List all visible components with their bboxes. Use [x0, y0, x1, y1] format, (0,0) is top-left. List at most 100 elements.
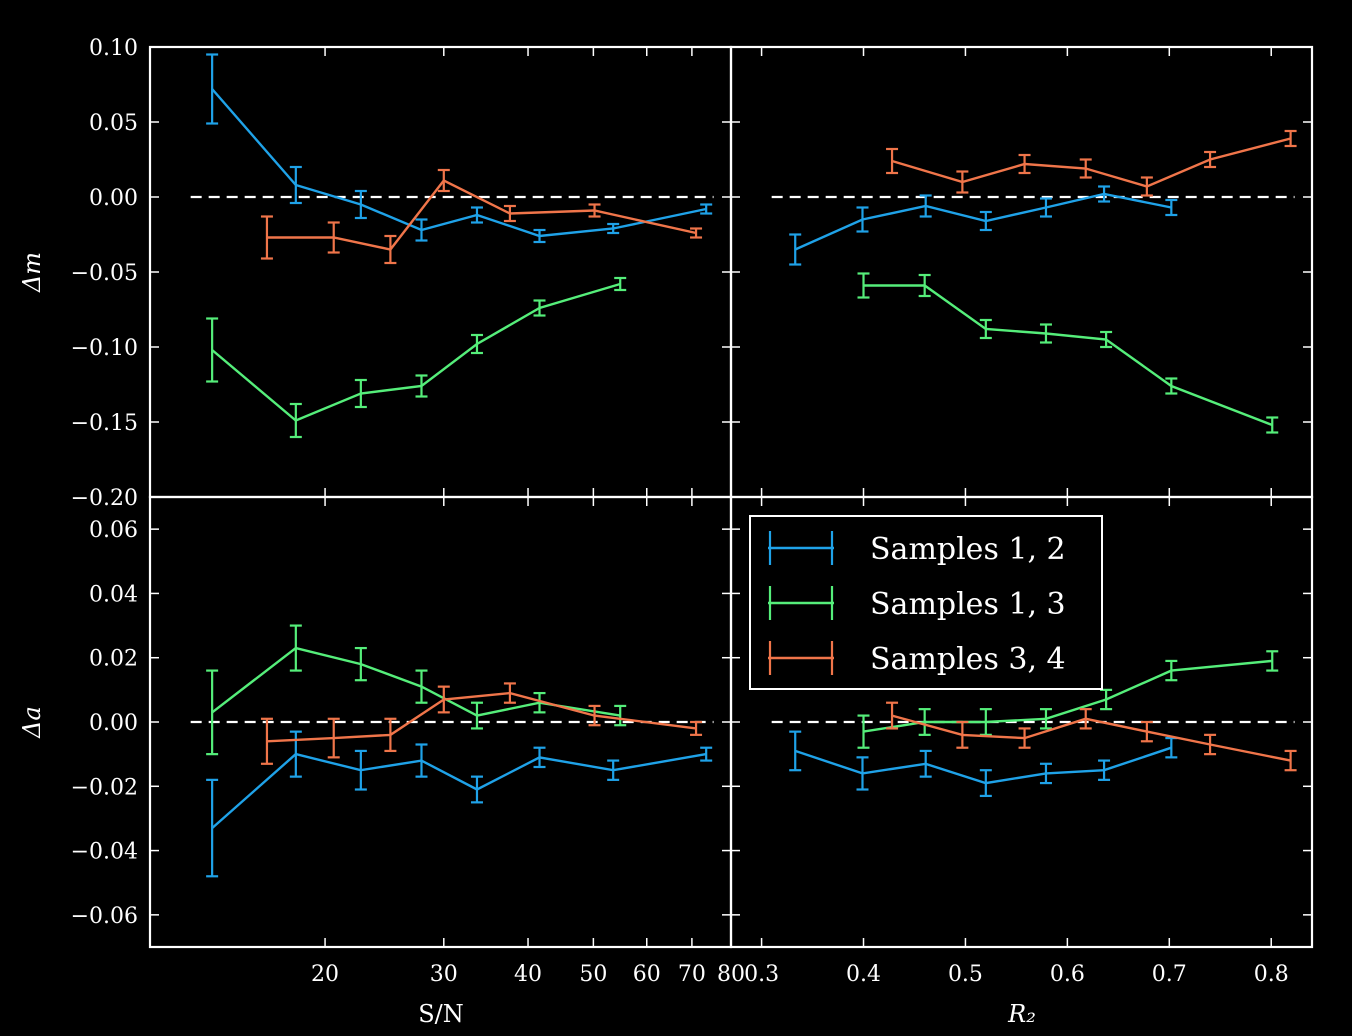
y-tick-label: 0.00: [89, 711, 138, 736]
y-tick-label: 0.00: [89, 186, 138, 211]
error-bar-point: [1165, 198, 1178, 217]
x-tick-label: 30: [430, 962, 458, 987]
error-bar-point: [260, 717, 273, 765]
error-bar-point: [789, 730, 802, 772]
x-axis-title-r2: R₂: [1007, 1000, 1036, 1028]
y-tick-label: 0.02: [89, 647, 138, 672]
panels-layer: 0.10 0.05 0.00 −0.05 −0.10 −0.15 −0.20 0.06 0.04…: [18, 36, 1314, 1028]
y-tick-label: −0.10: [71, 336, 138, 361]
error-bar-point: [470, 701, 483, 730]
x-tick-label: 80: [717, 962, 745, 987]
error-bar-point: [206, 778, 219, 878]
x-tick-label: 60: [633, 962, 661, 987]
error-bar-point: [260, 215, 273, 260]
error-bar-point: [384, 234, 397, 265]
error-bar-point: [1098, 185, 1111, 203]
error-bar-point: [886, 701, 899, 730]
error-bar-point: [533, 299, 546, 317]
error-bar-point: [354, 378, 367, 409]
error-bar-point: [1039, 762, 1052, 785]
y-tick-label: −0.05: [71, 261, 138, 286]
error-bar-point: [919, 749, 932, 778]
error-bar-point: [206, 53, 219, 125]
error-bar-point: [979, 210, 992, 232]
x-tick-label: 50: [579, 962, 607, 987]
error-bar-point: [206, 317, 219, 383]
error-bar-point: [1079, 158, 1092, 179]
error-bar-point: [1266, 416, 1279, 434]
error-bar-point: [700, 746, 713, 762]
y-tick-label: 0.10: [89, 36, 138, 61]
x-tick-label: 0.6: [1050, 962, 1085, 987]
error-bar-point: [327, 221, 340, 254]
error-bar-point: [437, 168, 450, 193]
x-tick-label: 70: [678, 962, 706, 987]
x-tick-label: 40: [514, 962, 542, 987]
y-tick-label: −0.20: [71, 486, 138, 511]
error-bar-point: [470, 775, 483, 804]
error-bar-point: [919, 194, 932, 218]
y-tick-label: −0.06: [71, 904, 138, 929]
x-axis-title-sn: S/N: [418, 1000, 464, 1028]
legend-entry-s13: Samples 1, 3: [768, 586, 1066, 622]
error-bar-point: [470, 333, 483, 355]
panel-frame: [729, 495, 1314, 949]
x-tick-label: 0.8: [1254, 962, 1289, 987]
error-bar-point: [700, 203, 713, 215]
legend-label: Samples 3, 4: [870, 642, 1066, 677]
error-bar-point: [1100, 330, 1113, 349]
error-bar-point: [1018, 153, 1031, 175]
series-line: [211, 88, 707, 238]
x-tick-label: 0.4: [846, 962, 881, 987]
series-line: [211, 752, 707, 829]
legend-entry-s34: Samples 3, 4: [768, 641, 1066, 677]
error-bar-point: [533, 228, 546, 244]
error-bar-point: [503, 682, 516, 704]
error-bar-point: [886, 147, 899, 175]
error-bar-point: [415, 669, 428, 704]
error-bar-point: [918, 273, 931, 298]
error-bar-point: [690, 720, 703, 736]
y-axis-title-m: Δm: [18, 252, 46, 293]
error-bar-point: [979, 769, 992, 798]
error-bar-point: [856, 756, 869, 791]
error-bar-point: [354, 646, 367, 682]
error-bar-point: [470, 206, 483, 224]
error-bar-point: [1165, 659, 1178, 682]
error-bar-point: [1079, 708, 1092, 730]
legend-entry-s12: Samples 1, 2: [768, 531, 1066, 567]
y-tick-label: −0.02: [71, 775, 138, 800]
series-s12: [789, 730, 1178, 798]
series-s34: [260, 682, 703, 765]
error-bar-point: [415, 218, 428, 242]
series-s13: [206, 624, 627, 756]
error-bar-point: [614, 704, 627, 727]
error-bar-point: [588, 203, 601, 218]
panel-r2-m: [729, 45, 1314, 499]
error-bar-point: [956, 170, 969, 194]
error-bar-point: [1039, 197, 1052, 218]
error-bar-point: [327, 717, 340, 759]
error-bar-point: [856, 206, 869, 233]
error-bar-point: [1204, 733, 1217, 756]
error-bar-point: [415, 743, 428, 778]
error-bar-point: [1284, 129, 1297, 148]
error-bar-point: [857, 272, 870, 299]
error-bar-point: [1266, 650, 1279, 672]
error-bar-point: [918, 708, 931, 736]
legend: Samples 1, 2 Samples 1, 3 Samples 3, 4: [749, 515, 1103, 690]
error-bar-point: [614, 276, 627, 292]
series-s34: [886, 129, 1297, 197]
error-bar-point: [289, 624, 302, 672]
y-tick-label: 0.06: [89, 518, 138, 543]
error-bar-point: [1204, 150, 1217, 169]
error-bar-point: [503, 204, 516, 223]
x-tick-label: 20: [311, 962, 339, 987]
legend-label: Samples 1, 3: [870, 587, 1066, 622]
error-bar-point: [956, 720, 969, 749]
x-tick-label: 0.7: [1152, 962, 1187, 987]
error-bar-point: [415, 374, 428, 398]
error-bar-point: [354, 189, 367, 220]
